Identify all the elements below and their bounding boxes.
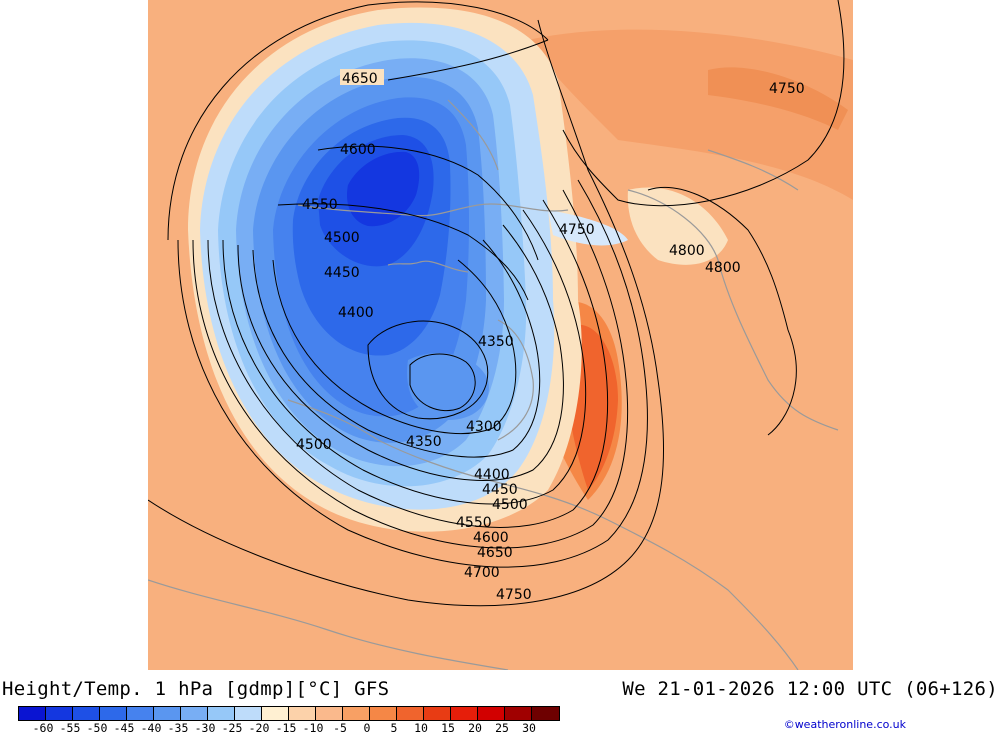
legend-tick-label: -15: [275, 721, 297, 735]
contour-label: 4500: [324, 230, 360, 246]
legend-swatch: [46, 707, 73, 720]
contour-4500: [237, 224, 564, 481]
contour-4800: [647, 186, 797, 436]
contour-4350: [367, 320, 489, 420]
legend-tick-label: -35: [167, 721, 189, 735]
credit-link[interactable]: ©weatheronline.co.uk: [783, 718, 906, 731]
legend-swatch: [19, 707, 46, 720]
legend-tick-label: -60: [32, 721, 54, 735]
legend-swatch: [532, 707, 559, 720]
legend-tick-label: -25: [221, 721, 243, 735]
contour-label: 4800: [705, 260, 741, 276]
color-legend: [18, 706, 560, 721]
legend-swatch: [343, 707, 370, 720]
legend-swatch: [235, 707, 262, 720]
legend-tick-label: 15: [441, 721, 455, 735]
pale-patch-east: [627, 187, 728, 265]
legend-swatch: [181, 707, 208, 720]
contour-label: 4800: [669, 243, 705, 259]
contour-4750-inner: [148, 19, 665, 607]
contour-4300: [409, 353, 476, 412]
legend-tick-label: -40: [140, 721, 162, 735]
contour-label: 4700: [464, 565, 500, 581]
legend-swatch: [451, 707, 478, 720]
legend-tick-label: -5: [333, 721, 347, 735]
height-contours: [148, 0, 845, 607]
legend-swatch: [505, 707, 532, 720]
contour-label: 4600: [473, 530, 509, 546]
legend-tick-label: -50: [86, 721, 108, 735]
contour-label: 4550: [302, 197, 338, 213]
cold-patch-south: [407, 352, 489, 420]
contour-4450: [252, 239, 541, 458]
legend-swatch: [100, 707, 127, 720]
legend-tick-label: -55: [59, 721, 81, 735]
coastlines: [148, 99, 839, 670]
label-bg: [340, 69, 384, 85]
cool-tongue: [548, 210, 628, 246]
contour-4600-north: [317, 145, 539, 261]
contour-4650: [192, 189, 629, 549]
legend-swatch: [316, 707, 343, 720]
contour-label: 4500: [296, 437, 332, 453]
contour-4550: [222, 209, 587, 505]
contour-label: 4400: [474, 467, 510, 483]
contour-label: 4650: [342, 71, 378, 87]
contour-label: 4750: [559, 222, 595, 238]
contour-4700: [177, 179, 648, 568]
contour-label: 4300: [466, 419, 502, 435]
legend-tick-label: 30: [522, 721, 536, 735]
contour-4600: [207, 199, 609, 528]
contour-label: 4550: [456, 515, 492, 531]
contour-outer-north: [167, 1, 549, 241]
contour-labels: 4650 4600 4550 4500 4450 4400 4350 4300 …: [296, 69, 805, 603]
legend-tick-label: -45: [113, 721, 135, 735]
legend-tick-label: -10: [302, 721, 324, 735]
legend-ticks: -60 -55 -50 -45 -40 -35 -30 -25 -20 -15 -10 -5 0 5 10 1…: [0, 721, 600, 735]
legend-swatch: [208, 707, 235, 720]
legend-swatch: [370, 707, 397, 720]
legend-swatch: [424, 707, 451, 720]
contour-label: 4750: [496, 587, 532, 603]
contour-label: 4600: [340, 142, 376, 158]
warm-patch-ne: [708, 67, 848, 130]
legend-swatch: [154, 707, 181, 720]
contour-4750-east: [562, 0, 845, 207]
contour-label: 4450: [324, 265, 360, 281]
legend-tick-label: 5: [390, 721, 398, 735]
weather-map: 4650 4600 4550 4500 4450 4400 4350 4300 …: [148, 0, 853, 670]
legend-swatch: [289, 707, 316, 720]
legend-tick-label: 10: [414, 721, 428, 735]
cold-core: [346, 151, 420, 227]
legend-tick-label: 25: [495, 721, 509, 735]
legend-tick-label: 0: [363, 721, 371, 735]
contour-4550-north: [277, 203, 529, 301]
valid-time: We 21-01-2026 12:00 UTC (06+126): [622, 678, 998, 700]
chart-title: Height/Temp. 1 hPa [gdmp][°C] GFS: [2, 678, 390, 700]
warm-region-ne: [528, 29, 853, 200]
legend-swatch: [262, 707, 289, 720]
contour-label: 4350: [406, 434, 442, 450]
legend-tick-label: 20: [468, 721, 482, 735]
legend-tick-label: -30: [194, 721, 216, 735]
contour-label: 4750: [769, 81, 805, 97]
contour-label: 4400: [338, 305, 374, 321]
contour-label: 4650: [477, 545, 513, 561]
map-canvas: 4650 4600 4550 4500 4450 4400 4350 4300 …: [148, 0, 853, 670]
contour-label: 4500: [492, 497, 528, 513]
legend-swatch: [73, 707, 100, 720]
legend-swatch: [478, 707, 505, 720]
legend-swatch: [397, 707, 424, 720]
contour-4400: [272, 259, 517, 435]
contour-4650-north: [387, 39, 549, 81]
legend-tick-label: -20: [248, 721, 270, 735]
legend-swatch: [127, 707, 154, 720]
contour-label: 4450: [482, 482, 518, 498]
contour-label: 4350: [478, 334, 514, 350]
